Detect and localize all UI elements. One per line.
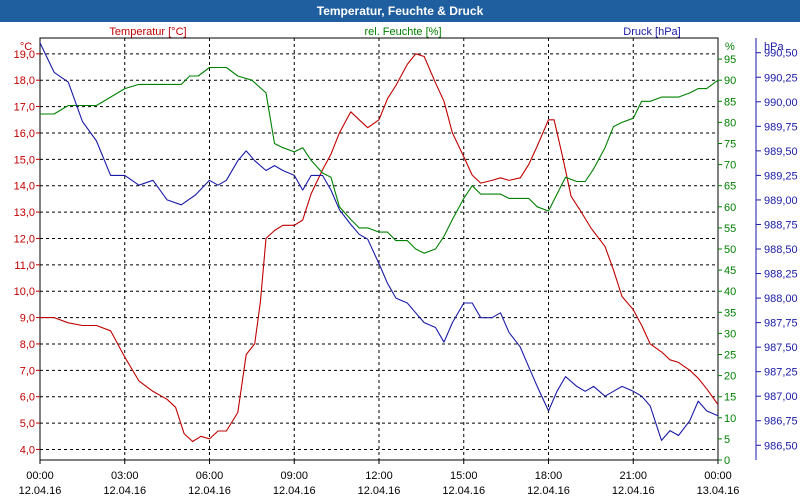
date-tick-label: 12.04.16	[527, 485, 570, 497]
temperature-tick-label: 10,0	[14, 286, 35, 298]
time-tick-label: 15:00	[450, 470, 478, 482]
temperature-tick-label: 16,0	[14, 128, 35, 140]
temperature-line	[40, 53, 719, 443]
time-tick-label: 00:00	[26, 470, 54, 482]
humidity-tick-label: 80	[724, 117, 736, 129]
temperature-tick-label: 8,0	[20, 339, 35, 351]
pressure-tick-label: 986,50	[764, 440, 798, 452]
humidity-tick-label: 75	[724, 139, 736, 151]
pressure-axis: 986,50 986,75 987,00 987,25 987,50 987,75 988,…	[755, 38, 798, 460]
temperature-tick-label: 12,0	[14, 233, 35, 245]
date-tick-label: 12.04.16	[442, 485, 485, 497]
humidity-tick-label: 50	[724, 244, 736, 256]
series-lines	[39, 42, 719, 443]
temperature-tick-label: 5,0	[20, 418, 35, 430]
temperature-tick-label: 7,0	[20, 365, 35, 377]
pressure-tick-label: 986,75	[764, 416, 798, 428]
time-tick-label: 09:00	[280, 470, 308, 482]
humidity-tick-label: 30	[724, 328, 736, 340]
pressure-tick-label: 988,75	[764, 219, 798, 231]
pressure-tick-label: 989,75	[764, 121, 798, 133]
humidity-tick-label: 10	[724, 413, 736, 425]
chart-title: Temperatur, Feuchte & Druck	[0, 0, 800, 22]
time-tick-label: 00:00	[704, 470, 732, 482]
pressure-tick-label: 987,25	[764, 367, 798, 379]
humidity-series-label: rel. Feuchte [%]	[364, 26, 441, 38]
pressure-tick-label: 990,50	[764, 48, 798, 60]
date-tick-label: 12.04.16	[612, 485, 655, 497]
temperature-tick-label: 17,0	[14, 102, 35, 114]
pressure-line	[39, 42, 719, 441]
humidity-tick-label: 25	[724, 350, 736, 362]
temperature-axis: 4,0 5,0 6,0 7,0 8,0 9,0 10,0 11,0 12,0 13,0 14,0 15…	[14, 41, 40, 456]
temperature-tick-label: 19,0	[14, 49, 35, 61]
time-tick-label: 03:00	[111, 470, 139, 482]
time-tick-label: 06:00	[196, 470, 224, 482]
date-tick-label: 12.04.16	[358, 485, 401, 497]
humidity-tick-label: 70	[724, 160, 736, 172]
humidity-tick-label: 40	[724, 286, 736, 298]
temperature-tick-label: 9,0	[20, 313, 35, 325]
pressure-tick-label: 989,50	[764, 146, 798, 158]
pressure-tick-label: 988,50	[764, 244, 798, 256]
pressure-tick-label: 988,25	[764, 269, 798, 281]
pressure-unit: hPa	[764, 41, 784, 53]
pressure-tick-label: 989,00	[764, 195, 798, 207]
humidity-tick-label: 60	[724, 202, 736, 214]
humidity-tick-label: 15	[724, 392, 736, 404]
pressure-tick-label: 988,00	[764, 293, 798, 305]
temperature-tick-label: 18,0	[14, 75, 35, 87]
pressure-tick-label: 987,00	[764, 391, 798, 403]
pressure-tick-label: 989,25	[764, 170, 798, 182]
temperature-tick-label: 6,0	[20, 392, 35, 404]
pressure-series-label: Druck [hPa]	[623, 26, 680, 38]
temperature-tick-label: 15,0	[14, 154, 35, 166]
humidity-axis: 0 5 10 15 20 25 30 35 40 45 50 55 60 65 70 75 80 85 90 95%	[718, 41, 736, 467]
pressure-tick-label: 987,50	[764, 342, 798, 354]
series-headers: Temperatur [°C] rel. Feuchte [%] Druck [hP…	[109, 26, 680, 38]
humidity-tick-label: 85	[724, 96, 736, 108]
time-tick-label: 12:00	[365, 470, 393, 482]
temperature-tick-label: 13,0	[14, 207, 35, 219]
humidity-tick-label: 0	[724, 455, 730, 467]
time-axis: 00:00 12.04.16 03:00 12.04.16 06:00 12.04.16 0…	[19, 460, 740, 497]
date-tick-label: 12.04.16	[19, 485, 62, 497]
humidity-tick-label: 55	[724, 223, 736, 235]
temperature-tick-label: 14,0	[14, 181, 35, 193]
date-tick-label: 13.04.16	[697, 485, 740, 497]
pressure-tick-label: 990,00	[764, 97, 798, 109]
date-tick-label: 12.04.16	[188, 485, 231, 497]
humidity-tick-label: 90	[724, 75, 736, 87]
humidity-line	[40, 66, 719, 254]
temperature-tick-label: 4,0	[20, 444, 35, 456]
chart-grid	[40, 38, 718, 460]
date-tick-label: 12.04.16	[103, 485, 146, 497]
temperature-unit: °C	[20, 41, 32, 53]
date-tick-label: 12.04.16	[273, 485, 316, 497]
humidity-tick-label: 5	[724, 434, 730, 446]
temperature-tick-label: 11,0	[14, 260, 35, 272]
temperature-series-label: Temperatur [°C]	[109, 26, 186, 38]
time-tick-label: 21:00	[619, 470, 647, 482]
pressure-tick-label: 990,25	[764, 72, 798, 84]
humidity-tick-label: 35	[724, 307, 736, 319]
humidity-tick-label: 95	[724, 54, 736, 66]
humidity-tick-label: 45	[724, 265, 736, 277]
humidity-tick-label: 20	[724, 371, 736, 383]
humidity-unit: %	[725, 41, 735, 53]
pressure-tick-label: 987,75	[764, 318, 798, 330]
time-tick-label: 18:00	[535, 470, 563, 482]
humidity-tick-label: 65	[724, 181, 736, 193]
